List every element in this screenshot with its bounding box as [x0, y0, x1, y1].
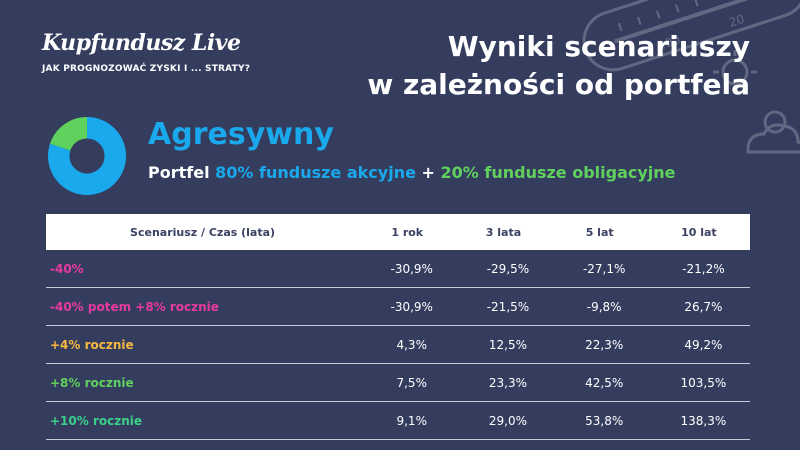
header-10-years: 10 lat — [647, 214, 750, 250]
sun-icon — [713, 50, 757, 94]
header-5-years: 5 lat — [551, 214, 648, 250]
equity-share: 80% fundusze akcyjne — [215, 163, 416, 182]
result-cell: 103,5% — [647, 363, 750, 402]
plus-sign: + — [421, 163, 435, 182]
table-row: +10% rocznie 9,1% 29,0% 53,8% 138,3% — [46, 401, 750, 440]
table-row: -40% potem +8% rocznie -30,9% -21,5% -9,8% 2… — [46, 287, 750, 326]
allocation-donut-chart — [48, 117, 126, 195]
result-cell: -30,9% — [359, 287, 456, 326]
result-cell: 42,5% — [551, 363, 648, 402]
portfolio-composition: Portfel 80% fundusze akcyjne + 20% fundu… — [148, 163, 676, 182]
scenario-label: +8% rocznie — [46, 363, 360, 402]
result-cell: 53,8% — [551, 401, 648, 440]
thermo-label-100: 100 — [656, 33, 682, 53]
cloud-sun-icon — [746, 110, 800, 154]
result-cell: 26,7% — [647, 287, 750, 326]
weather-thermometer-decoration: 100 20 — [582, 0, 800, 154]
page-title: Wyniki scenariuszy w zależności od portf… — [367, 28, 750, 104]
result-cell: -9,8% — [551, 287, 648, 326]
table-header-row: Scenariusz / Czas (lata) 1 rok 3 lata 5 … — [46, 214, 750, 250]
table-row: +8% rocznie 7,5% 23,3% 42,5% 103,5% — [46, 363, 750, 402]
donut-segment-bonds — [48, 117, 126, 195]
table-row: +4% rocznie 4,3% 12,5% 22,3% 49,2% — [46, 325, 750, 364]
scenario-label: +10% rocznie — [46, 401, 360, 440]
result-cell: -29,5% — [455, 250, 552, 288]
portfolio-prefix: Portfel — [148, 163, 210, 182]
result-cell: -21,2% — [647, 250, 750, 288]
brand-logo: Kupfundusz Live JAK PROGNOZOWAĆ ZYSKI I … — [42, 30, 250, 74]
result-cell: 7,5% — [359, 363, 456, 402]
scenario-label: -40% — [46, 250, 360, 288]
result-cell: -30,9% — [359, 250, 456, 288]
header-3-years: 3 lata — [455, 214, 552, 250]
result-cell: 9,1% — [359, 401, 456, 440]
table-row: -40% -30,9% -29,5% -27,1% -21,2% — [46, 250, 750, 288]
bond-share: 20% fundusze obligacyjne — [440, 163, 676, 182]
result-cell: 4,3% — [359, 325, 456, 364]
result-cell: 22,3% — [551, 325, 648, 364]
result-cell: -27,1% — [551, 250, 648, 288]
header-scenario: Scenariusz / Czas (lata) — [46, 214, 360, 250]
result-cell: 23,3% — [455, 363, 552, 402]
result-cell: 29,0% — [455, 401, 552, 440]
result-cell: 138,3% — [647, 401, 750, 440]
header-1-year: 1 rok — [359, 214, 456, 250]
scenario-label: -40% potem +8% rocznie — [46, 287, 360, 326]
page-title-line-1: Wyniki scenariuszy — [447, 30, 750, 63]
result-cell: -21,5% — [455, 287, 552, 326]
thermo-label-20: 20 — [727, 12, 746, 30]
logo-wordmark: Kupfundusz Live — [42, 30, 241, 56]
result-cell: 49,2% — [647, 325, 750, 364]
page-title-line-2: w zależności od portfela — [367, 68, 750, 101]
scenario-label: +4% rocznie — [46, 325, 360, 364]
profile-name: Agresywny — [148, 117, 334, 152]
scenario-results-table: Scenariusz / Czas (lata) 1 rok 3 lata 5 … — [46, 214, 750, 440]
result-cell: 12,5% — [455, 325, 552, 364]
logo-tagline: JAK PROGNOZOWAĆ ZYSKI I ... STRATY? — [42, 64, 251, 74]
